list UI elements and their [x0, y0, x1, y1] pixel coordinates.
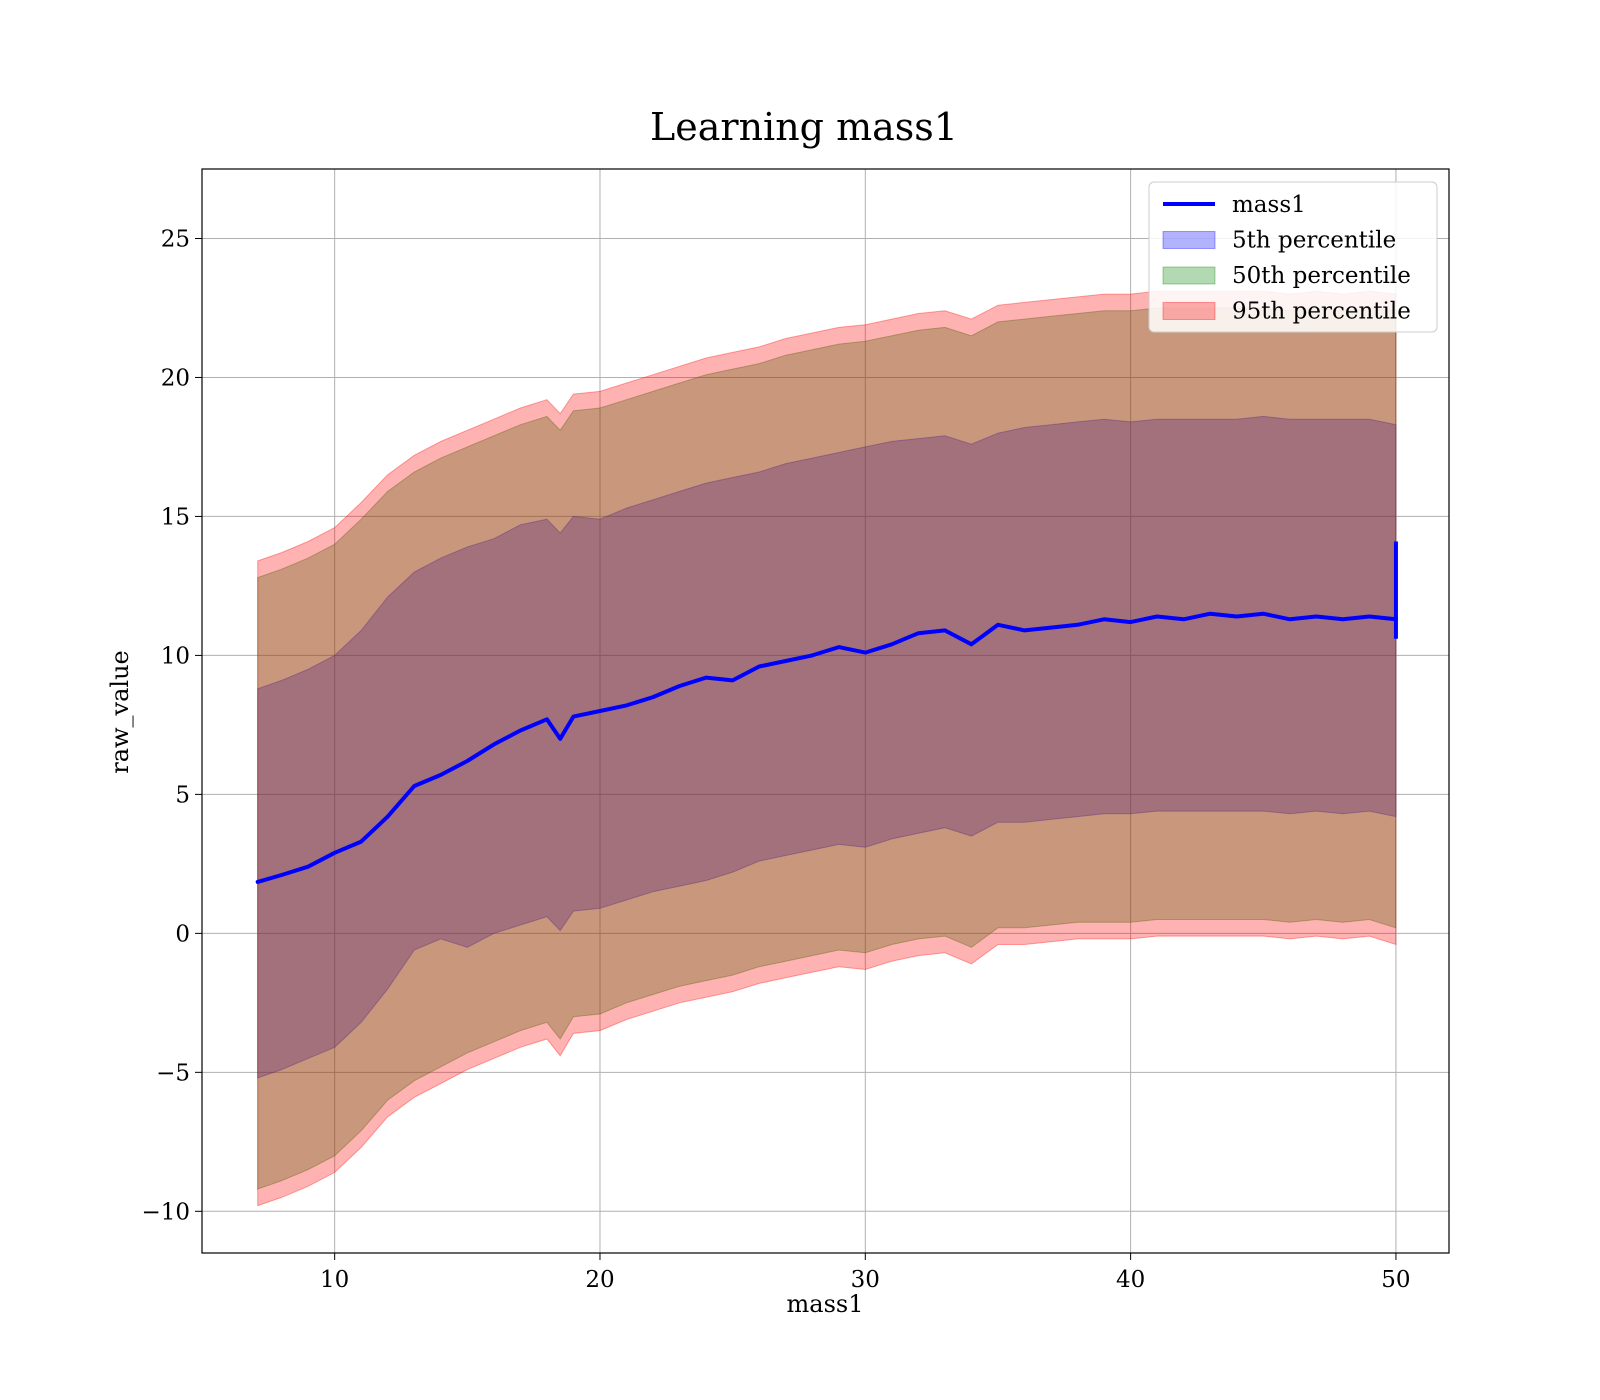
y-tick-label: −5: [156, 1060, 190, 1086]
legend-label: 5th percentile: [1232, 228, 1396, 254]
x-tick-label: 50: [1381, 1267, 1410, 1293]
legend-label: mass1: [1232, 192, 1306, 218]
legend-label: 50th percentile: [1232, 263, 1411, 289]
legend-item: 5th percentile: [1162, 228, 1396, 254]
y-axis-ticks: −10 −5 0 5 10 15 20 25: [141, 226, 202, 1225]
x-tick-label: 30: [851, 1267, 880, 1293]
band-50th-percentile: [257, 307, 1397, 1190]
y-tick-label: 15: [161, 504, 190, 530]
legend: mass1 5th percentile 50th percentile 95th p…: [1148, 181, 1438, 333]
x-tick-label: 20: [585, 1267, 614, 1293]
chart-title: Learning mass1: [650, 105, 958, 149]
legend-item: 95th percentile: [1162, 299, 1411, 325]
plot-area: 10 20 30 40 50 −10 −5 0 5 10 15 20 25: [141, 168, 1450, 1293]
y-tick-label: 5: [175, 782, 190, 808]
band-5th-percentile: [257, 415, 1397, 1079]
percentile-bands: [257, 290, 1397, 1207]
line-mass1: [255, 611, 1398, 884]
x-axis-ticks: 10 20 30 40 50: [320, 1253, 1411, 1293]
y-axis-label: raw_value: [106, 650, 134, 774]
x-axis-label: mass1: [787, 1290, 864, 1318]
legend-label: 95th percentile: [1232, 299, 1411, 325]
legend-swatch: [1162, 302, 1216, 320]
y-tick-label: 0: [175, 921, 190, 947]
grid: [202, 169, 1449, 1253]
x-tick-label: 40: [1116, 1267, 1145, 1293]
plot-frame: [201, 168, 1450, 1254]
y-tick-label: 10: [161, 643, 190, 669]
y-tick-label: 20: [161, 365, 190, 391]
legend-swatch: [1162, 231, 1216, 249]
legend-item: 50th percentile: [1162, 263, 1411, 289]
y-tick-label: 25: [161, 226, 190, 252]
x-tick-label: 10: [320, 1267, 349, 1293]
band-95th-percentile: [257, 290, 1397, 1207]
series-lines: [255, 541, 1398, 884]
legend-box: [1148, 181, 1438, 333]
legend-item: mass1: [1163, 192, 1306, 218]
legend-swatch: [1162, 266, 1216, 285]
y-tick-label: −10: [141, 1199, 190, 1225]
